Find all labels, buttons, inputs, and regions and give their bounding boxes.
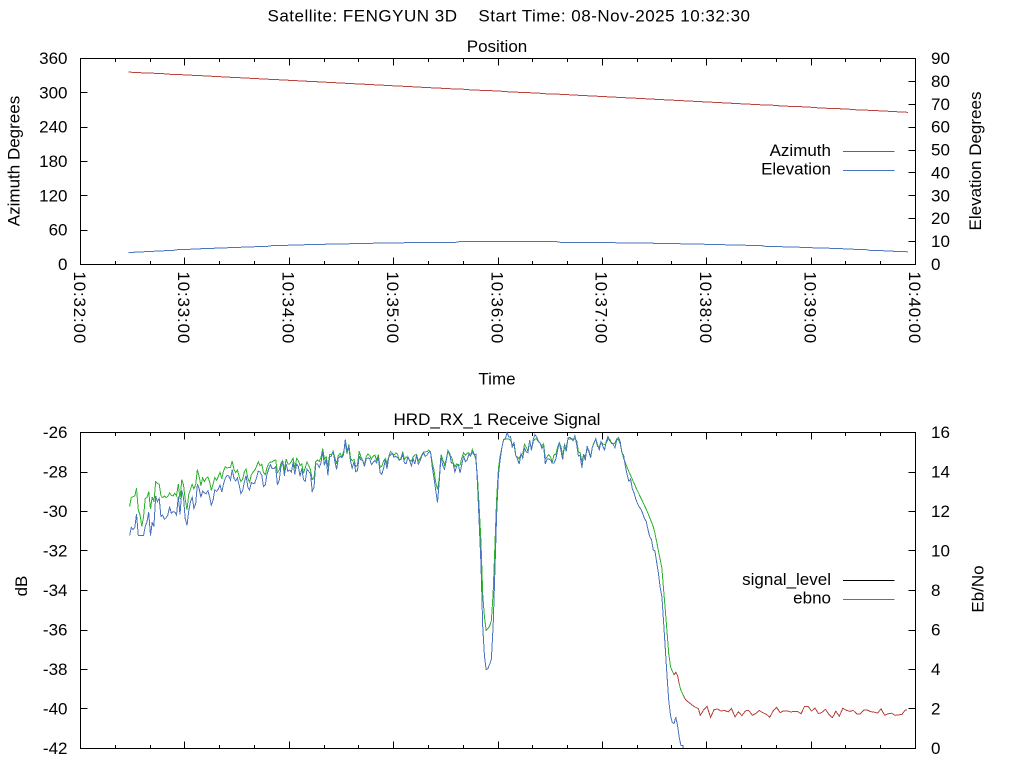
svg-text:Eb/No: Eb/No: [969, 565, 988, 612]
svg-text:10: 10: [931, 232, 950, 251]
svg-text:10: 10: [931, 542, 950, 561]
svg-text:-32: -32: [43, 542, 68, 561]
svg-text:10:33:00: 10:33:00: [174, 272, 193, 345]
svg-text:14: 14: [931, 463, 950, 482]
svg-text:40: 40: [931, 163, 950, 182]
svg-text:60: 60: [49, 221, 68, 240]
svg-text:dB: dB: [12, 576, 31, 597]
svg-text:10:37:00: 10:37:00: [592, 272, 611, 345]
svg-text:-28: -28: [43, 463, 68, 482]
svg-text:10:39:00: 10:39:00: [800, 271, 819, 344]
svg-text:2: 2: [931, 700, 940, 719]
svg-text:180: 180: [39, 152, 67, 171]
svg-text:-36: -36: [43, 621, 68, 640]
svg-text:10:34:00: 10:34:00: [279, 272, 298, 345]
svg-text:90: 90: [931, 49, 950, 68]
svg-text:-38: -38: [43, 660, 68, 679]
svg-text:10:36:00: 10:36:00: [487, 272, 506, 345]
svg-text:Elevation: Elevation: [761, 160, 831, 179]
svg-text:Time: Time: [478, 370, 515, 389]
svg-text:80: 80: [931, 72, 950, 91]
svg-text:60: 60: [931, 118, 950, 137]
svg-text:30: 30: [931, 186, 950, 205]
svg-text:-42: -42: [43, 739, 68, 758]
svg-text:Elevation Degrees: Elevation Degrees: [966, 92, 985, 231]
svg-text:300: 300: [39, 83, 67, 102]
svg-text:HRD_RX_1 Receive Signal: HRD_RX_1 Receive Signal: [394, 410, 601, 429]
svg-text:16: 16: [931, 423, 950, 442]
svg-text:240: 240: [39, 118, 67, 137]
svg-text:ebno: ebno: [793, 589, 831, 608]
svg-text:12: 12: [931, 502, 950, 521]
svg-text:0: 0: [58, 255, 67, 274]
svg-text:Satellite: FENGYUN 3D Start: Satellite: FENGYUN 3D Start Time: 08-Nov…: [268, 7, 751, 26]
svg-text:4: 4: [931, 660, 940, 679]
svg-text:6: 6: [931, 621, 940, 640]
svg-text:Azimuth: Azimuth: [770, 141, 831, 160]
svg-text:10:35:00: 10:35:00: [383, 271, 402, 344]
svg-text:10:40:00: 10:40:00: [905, 272, 924, 345]
svg-text:-40: -40: [43, 700, 68, 719]
svg-text:10:38:00: 10:38:00: [696, 271, 715, 344]
svg-text:-34: -34: [43, 581, 68, 600]
svg-text:10:32:00: 10:32:00: [70, 272, 89, 345]
svg-text:50: 50: [931, 141, 950, 160]
svg-text:360: 360: [39, 49, 67, 68]
svg-text:0: 0: [931, 739, 940, 758]
svg-text:70: 70: [931, 95, 950, 114]
svg-text:Azimuth Degrees: Azimuth Degrees: [5, 96, 24, 226]
svg-text:-26: -26: [43, 423, 68, 442]
svg-text:0: 0: [931, 255, 940, 274]
svg-text:8: 8: [931, 581, 940, 600]
svg-text:-30: -30: [43, 502, 68, 521]
svg-text:20: 20: [931, 209, 950, 228]
svg-text:signal_level: signal_level: [742, 570, 831, 589]
svg-text:120: 120: [39, 186, 67, 205]
svg-text:Position: Position: [467, 37, 527, 56]
